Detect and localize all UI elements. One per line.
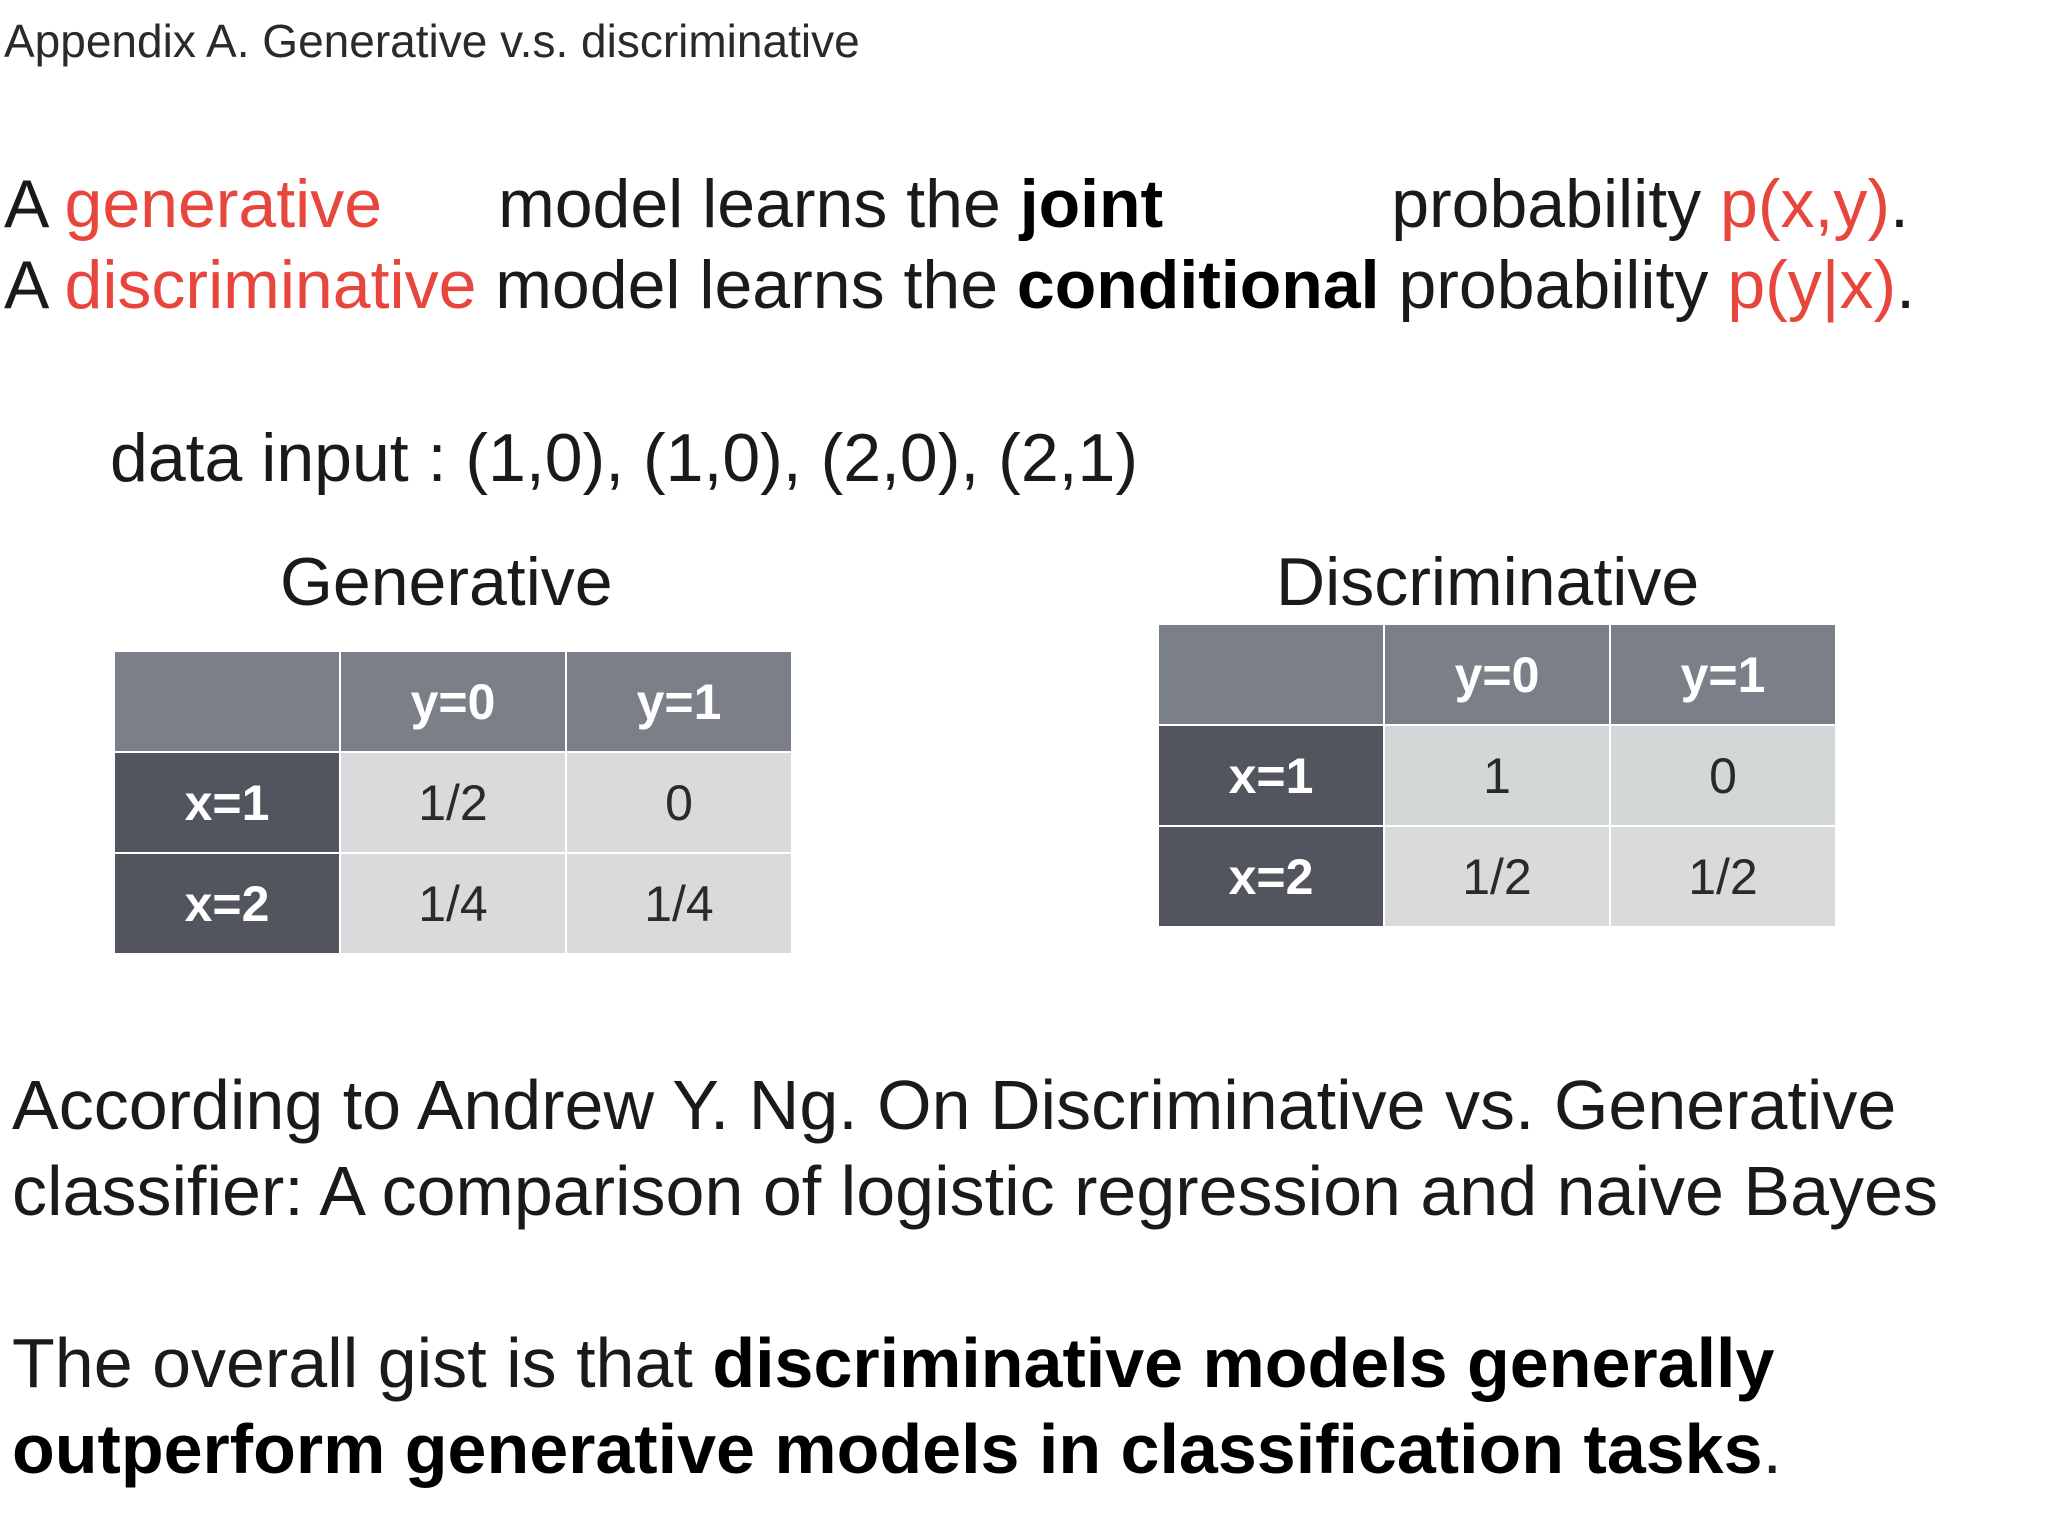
definition-middle: model learns the	[498, 166, 1020, 242]
definition-end: .	[1890, 166, 1909, 242]
generative-term: generative	[64, 166, 383, 242]
column-header: y=0	[1383, 623, 1611, 726]
data-input-text: data input : (1,0), (1,0), (2,0), (2,1)	[110, 420, 1139, 496]
gist-end: .	[1762, 1410, 1782, 1488]
table-cell: 0	[1609, 724, 1837, 827]
conditional-keyword: conditional	[1016, 247, 1380, 323]
joint-keyword: joint	[1019, 166, 1164, 242]
table-header-row: y=0 y=1	[113, 650, 793, 753]
table-cell: 1/2	[1609, 825, 1837, 928]
discriminative-table: y=0 y=1 x=1 1 0 x=2 1/2 1/2	[1157, 623, 1837, 928]
table-row: x=1 1 0	[1157, 724, 1837, 827]
row-header: x=2	[1157, 825, 1385, 928]
row-header: x=1	[113, 751, 341, 854]
gist-bold-text: discriminative models generally	[712, 1324, 1775, 1402]
table-cell: 0	[565, 751, 793, 854]
discriminative-table-heading: Discriminative	[1276, 544, 1700, 620]
generative-table-heading: Generative	[280, 544, 613, 620]
reference-citation: According to Andrew Y. Ng. On Discrimina…	[12, 1062, 1938, 1234]
definition-prefix: A	[4, 166, 65, 242]
column-header: y=0	[339, 650, 567, 753]
discriminative-term: discriminative	[64, 247, 477, 323]
row-header: x=1	[1157, 724, 1385, 827]
definition-end: .	[1896, 247, 1915, 323]
discriminative-definition: A discriminative model learns the condit…	[4, 245, 1915, 325]
table-row: x=2 1/2 1/2	[1157, 825, 1837, 928]
table-header-row: y=0 y=1	[1157, 623, 1837, 726]
table-corner-cell	[1157, 623, 1385, 726]
column-header: y=1	[1609, 623, 1837, 726]
gist-statement: The overall gist is that discriminative …	[12, 1320, 1782, 1492]
gist-bold-text: outperform generative models in classifi…	[12, 1410, 1763, 1488]
gist-line: The overall gist is that discriminative …	[12, 1320, 1782, 1406]
table-cell: 1/4	[565, 852, 793, 955]
conditional-probability: p(y|x)	[1727, 247, 1897, 323]
generative-table: y=0 y=1 x=1 1/2 0 x=2 1/4 1/4	[113, 650, 793, 955]
definition-middle: model learns the	[476, 247, 1017, 323]
reference-line: According to Andrew Y. Ng. On Discrimina…	[12, 1066, 1897, 1144]
table-row: x=1 1/2 0	[113, 751, 793, 854]
reference-line: classifier: A comparison of logistic reg…	[12, 1152, 1938, 1230]
table-row: x=2 1/4 1/4	[113, 852, 793, 955]
definition-prefix: A	[4, 247, 65, 323]
table-cell: 1/2	[1383, 825, 1611, 928]
definition-suffix: probability	[1379, 247, 1728, 323]
slide-title: Appendix A. Generative v.s. discriminati…	[4, 15, 860, 67]
table-cell: 1	[1383, 724, 1611, 827]
gist-prefix: The overall gist is that	[12, 1324, 713, 1402]
definition-suffix: probability	[1391, 166, 1721, 242]
gist-line: outperform generative models in classifi…	[12, 1406, 1782, 1492]
column-header: y=1	[565, 650, 793, 753]
joint-probability: p(x,y)	[1720, 166, 1891, 242]
table-cell: 1/2	[339, 751, 567, 854]
generative-definition: A generative model learns the joint probab…	[4, 164, 1909, 244]
row-header: x=2	[113, 852, 341, 955]
table-corner-cell	[113, 650, 341, 753]
table-cell: 1/4	[339, 852, 567, 955]
